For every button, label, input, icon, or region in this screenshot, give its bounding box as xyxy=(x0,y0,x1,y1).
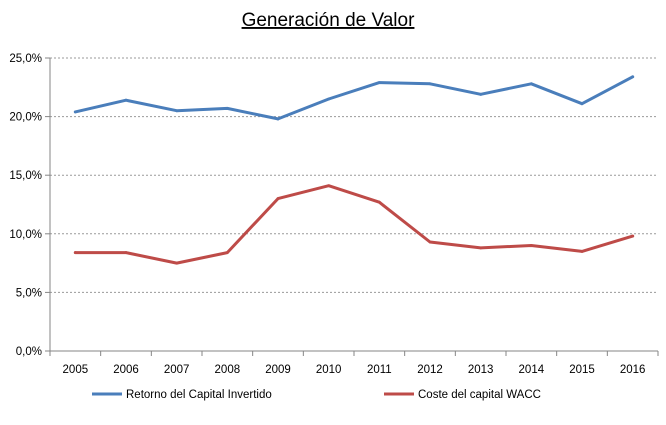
legend: Retorno del Capital Invertido Coste del c… xyxy=(92,389,541,401)
x-tick-label: 2014 xyxy=(519,364,545,376)
x-tick-label: 2010 xyxy=(316,364,342,376)
series-2-point xyxy=(580,249,584,253)
series-1-point xyxy=(428,82,432,86)
series-line-2 xyxy=(73,184,635,265)
series-1-point xyxy=(225,106,229,110)
series-line-1 xyxy=(73,75,635,121)
x-tick-label: 2015 xyxy=(569,364,595,376)
series-1-point xyxy=(479,92,483,96)
x-tick-label: 2008 xyxy=(215,364,241,376)
series-1-point xyxy=(580,102,584,106)
x-tick-label: 2011 xyxy=(367,364,392,376)
y-tick-label: 20,0% xyxy=(9,112,42,124)
series-1-point xyxy=(73,110,77,114)
series-2-point xyxy=(225,251,229,254)
series-2-point xyxy=(529,244,533,247)
y-tick-label: 10,0% xyxy=(9,229,42,241)
series-1-point xyxy=(124,98,128,102)
y-tick-label: 5,0% xyxy=(16,287,42,299)
legend-label-2: Coste del capital WACC xyxy=(418,389,541,401)
series-2-point xyxy=(124,251,128,254)
x-tick-label: 2006 xyxy=(113,364,139,376)
legend-label-1: Retorno del Capital Invertido xyxy=(126,389,272,401)
x-tick-label: 2013 xyxy=(468,364,494,376)
series-2-point xyxy=(631,234,635,238)
series-2-point xyxy=(428,240,432,244)
series-2-point xyxy=(276,197,280,201)
series-2-point xyxy=(377,200,381,204)
x-tick-label: 2016 xyxy=(620,364,646,376)
series-2-point xyxy=(479,246,483,250)
y-axis-tick-labels: 0,0% 5,0% 10,0% 15,0% 20,0% 25,0% xyxy=(9,53,42,358)
series-1-point xyxy=(377,81,381,85)
chart-title: Generación de Valor xyxy=(242,10,416,31)
series-lines xyxy=(73,75,635,265)
series-1-point xyxy=(175,109,179,113)
y-tick-label: 15,0% xyxy=(9,170,42,182)
series-2-point xyxy=(175,261,179,265)
series-1-point xyxy=(529,82,533,86)
series-2-point xyxy=(73,251,77,254)
series-2-point xyxy=(327,184,331,188)
x-tick-label: 2007 xyxy=(164,364,190,376)
x-tick-label: 2005 xyxy=(63,364,89,376)
y-tick-label: 25,0% xyxy=(9,53,42,65)
series-1-point xyxy=(631,75,635,79)
series-1-point xyxy=(276,117,280,121)
series-1-point xyxy=(327,97,331,101)
x-axis-tick-labels: 2005 2006 2007 2008 2009 2010 2011 2012 2013 2014… xyxy=(63,364,646,376)
gridlines xyxy=(50,57,658,293)
y-tick-label: 0,0% xyxy=(16,346,42,358)
x-tick-label: 2012 xyxy=(417,364,443,376)
x-tick-label: 2009 xyxy=(265,364,291,376)
axes xyxy=(45,57,659,356)
